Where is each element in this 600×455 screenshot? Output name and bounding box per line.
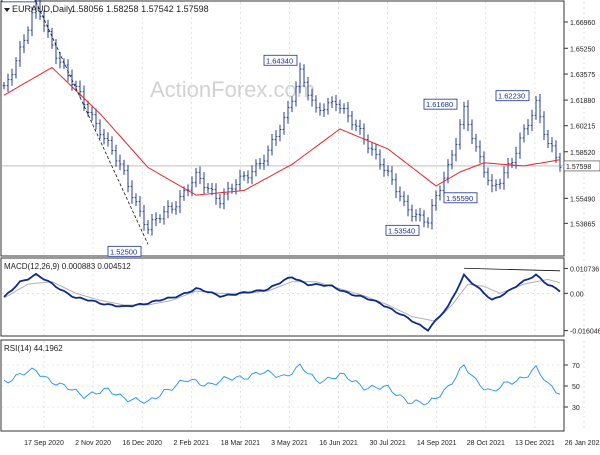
price-tick-label: 1.58520 (570, 150, 595, 157)
rsi-tick-label: 70 (572, 363, 580, 370)
x-tick-label: 14 Sep 2021 (417, 440, 457, 447)
x-tick-label: 13 Dec 2021 (515, 440, 555, 447)
pivot-label: 1.64340 (266, 56, 293, 65)
x-tick-label: 3 May 2021 (271, 440, 308, 447)
macd-tick-label: -0.016046 (570, 329, 600, 336)
price-tick-label: 1.68585 (570, 0, 595, 2)
pivot-label: 1.53540 (388, 226, 415, 235)
rsi-tick-label: 50 (572, 384, 580, 391)
current-price-tag (563, 160, 600, 172)
rsi-tick-label: 30 (572, 405, 580, 412)
pivot-label-box (495, 90, 530, 102)
pivot-label-box (1, 0, 36, 3)
price-tick-label: 1.61880 (570, 98, 595, 105)
pivot-label-box (107, 245, 142, 257)
pivot-label: 1.61680 (426, 100, 453, 109)
macd-tick-label: 0.010736 (570, 266, 599, 273)
price-tick-label: 1.55490 (570, 196, 595, 203)
macd-pane-frame (0, 257, 565, 337)
pivot-label-box (443, 192, 478, 204)
trendline (35, 1, 149, 245)
ohlc-readout: 1.58056 1.58258 1.57542 1.57598 (71, 4, 209, 14)
grid-layer (2, 2, 585, 430)
macd-layer (3, 267, 561, 332)
x-tick-label: 30 Jul 2021 (370, 440, 406, 447)
pivot-label: 1.55590 (446, 194, 473, 203)
x-tick-label: 28 Oct 2021 (467, 440, 505, 447)
price-layer: 1.68270 1.52500 1.64340 1.53540 1.61680 1.555… (1, 0, 563, 257)
watermark: ActionForex.com (150, 77, 315, 102)
price-tick-label: 1.65250 (570, 46, 595, 53)
x-tick-label: 2 Feb 2021 (174, 440, 210, 447)
x-tick-label: 16 Jun 2021 (319, 440, 358, 447)
macd-tick-label: 0.00 (570, 291, 584, 298)
pivot-label-box (385, 224, 420, 236)
rsi-line (3, 363, 561, 406)
macd-line (3, 272, 561, 332)
axis-layer: 1.68585 1.66960 1.65250 1.63575 1.61880 1.602… (24, 0, 600, 447)
sma-line (3, 66, 561, 196)
x-tick-label: 2 Nov 2020 (75, 440, 111, 447)
x-tick-label: 17 Sep 2020 (24, 440, 64, 447)
x-tick-label: 18 Mar 2021 (221, 440, 260, 447)
price-tick-label: 1.63575 (570, 72, 595, 79)
x-tick-label: 26 Jan 2022 (565, 440, 600, 447)
macd-title: MACD(12,26,9) 0.000883 0.004512 (4, 262, 131, 271)
pivot-label-box (423, 98, 458, 110)
signal-line (3, 278, 561, 322)
price-tick-label: 1.60215 (570, 124, 595, 131)
price-pane-frame (0, 0, 565, 257)
chart-title: EURAUD,Daily (12, 4, 73, 14)
x-tick-label: 16 Dec 2020 (122, 440, 162, 447)
price-tick-label: 1.53865 (570, 221, 595, 228)
dropdown-triangle-icon[interactable] (4, 8, 10, 12)
price-tick-label: 1.66960 (570, 20, 595, 27)
rsi-pane-frame (0, 339, 565, 432)
rsi-layer (3, 363, 561, 406)
pivot-label-box (263, 54, 298, 66)
current-price-label: 1.57598 (566, 164, 591, 171)
pivot-label: 1.52500 (110, 247, 137, 256)
rsi-title: RSI(14) 44.1962 (4, 344, 63, 353)
pivot-label: 1.68270 (4, 0, 31, 2)
pivot-label: 1.62230 (498, 92, 525, 101)
macd-divergence-line (463, 267, 561, 272)
